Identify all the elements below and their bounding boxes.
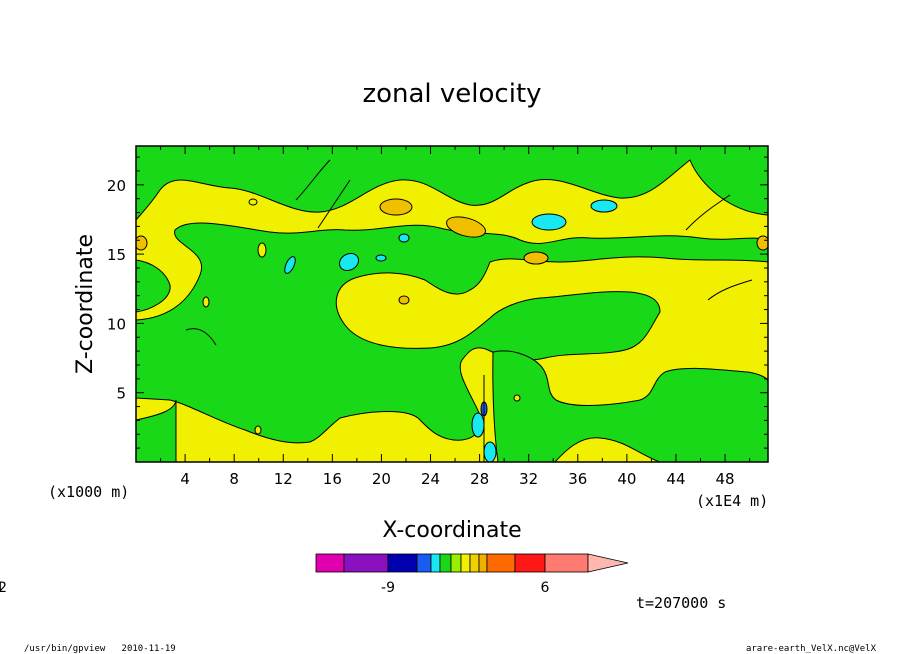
plot-frame (135, 145, 769, 463)
cyan-patch (375, 254, 387, 262)
cyan-patch (471, 412, 485, 438)
x-axis: 4 8 12 16 20 24 28 32 36 40 44 48 (160, 146, 751, 488)
x-tick-label: 8 (229, 470, 239, 488)
colorbar-label: 6 (541, 580, 550, 596)
colorbar-label: -9 (381, 580, 395, 596)
colorbar-label: 1 (0, 580, 4, 596)
orange-patch (379, 198, 413, 216)
green-region-left-lower (136, 399, 177, 462)
footer-left: /usr/bin/gpview 2010-11-19 (24, 644, 176, 654)
green-region-right (492, 350, 768, 462)
x-tick-label: 40 (617, 470, 636, 488)
orange-patch (398, 295, 410, 305)
colorbar-segment (343, 553, 389, 573)
x-tick-label: 48 (716, 470, 735, 488)
yellow-patch (254, 425, 262, 435)
y-axis-label: Z-coordinate (73, 234, 98, 374)
plot-area (136, 146, 768, 462)
colorbar-segment (544, 553, 589, 573)
contour-regions (136, 146, 768, 462)
x-unit-label: (x1000 m) (48, 483, 129, 501)
colorbar (315, 553, 629, 573)
x-tick-label: 24 (421, 470, 440, 488)
contour-line (317, 179, 351, 229)
orange-patch (756, 235, 768, 251)
yellow-patch (513, 394, 521, 402)
colorbar-segment (387, 553, 418, 573)
green-region-top (136, 146, 768, 221)
colorbar-segment (439, 553, 452, 573)
colorbar-segment (478, 553, 488, 573)
chart-title: zonal velocity (362, 79, 541, 109)
orange-patch (523, 251, 549, 265)
x-tick-label: 4 (180, 470, 190, 488)
yellow-patch (202, 296, 210, 308)
colorbar-segment (450, 553, 462, 573)
colorbar-labels: -9 -21 6 (0, 580, 550, 596)
contour-line (185, 328, 217, 346)
cyan-patch (531, 213, 567, 231)
colorbar-segment (469, 553, 480, 573)
colorbar-segment (416, 553, 432, 573)
colorbar-segment (514, 553, 546, 573)
time-annotation: t=207000 s (636, 594, 726, 612)
x-tick-label: 36 (568, 470, 587, 488)
colorbar-segment (460, 553, 471, 573)
cyan-patch (284, 256, 296, 274)
x-axis-label: X-coordinate (382, 518, 521, 543)
x-tick-label: 28 (470, 470, 489, 488)
x-tick-label: 20 (372, 470, 391, 488)
cyan-patch (590, 199, 618, 213)
cyan-patch (338, 252, 360, 272)
colorbar-segment (315, 553, 345, 573)
yellow-patch (257, 242, 267, 258)
colorbar-segment (486, 553, 516, 573)
contour-line (295, 159, 331, 201)
green-region-left-mid (136, 259, 171, 313)
y-tick-label: 10 (107, 315, 126, 333)
orange-patch (136, 235, 148, 251)
yellow-patch (248, 198, 258, 206)
contour-patches (136, 198, 768, 462)
colorbar-segment (430, 553, 441, 573)
x-unit-secondary-label: (x1E4 m) (696, 492, 768, 510)
orange-patch (446, 216, 486, 238)
x-tick-label: 12 (274, 470, 293, 488)
x-tick-label: 16 (323, 470, 342, 488)
y-tick-label: 15 (107, 246, 126, 264)
green-region-main (136, 222, 768, 444)
cyan-patch (398, 233, 410, 243)
y-tick-label: 20 (107, 177, 126, 195)
y-tick-label: 5 (116, 385, 126, 403)
y-axis: 5 10 15 20 (107, 156, 768, 449)
footer-right: arare-earth_VelX.nc@VelX (746, 644, 877, 654)
x-tick-label: 44 (666, 470, 685, 488)
cyan-patch (483, 441, 497, 462)
contour-line (707, 279, 753, 301)
contour-lines (185, 159, 753, 462)
contour-line (685, 194, 731, 231)
colorbar-arrow (587, 553, 629, 573)
x-tick-label: 32 (519, 470, 538, 488)
colorbar-label: -2 (0, 580, 7, 596)
